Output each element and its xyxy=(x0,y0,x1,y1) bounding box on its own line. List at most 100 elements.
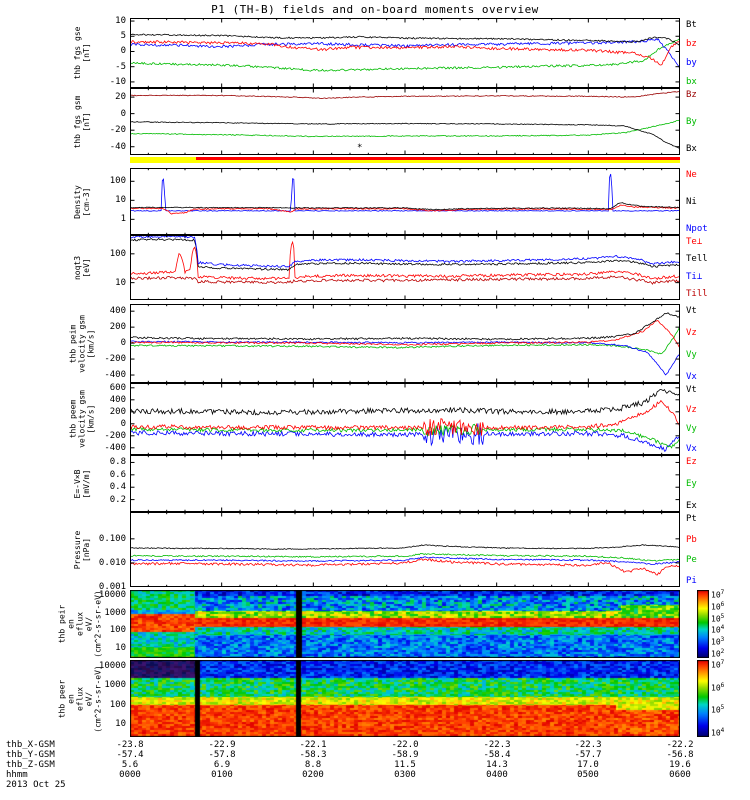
density-series-Ne xyxy=(130,204,680,215)
fgs-gsm-series-By xyxy=(130,119,680,138)
efield-legend-0: Ez xyxy=(686,457,697,467)
peir-spectrogram-colorbar-label-3: 104 xyxy=(711,624,725,635)
pressure-legend-3: Pi xyxy=(686,576,697,586)
y-tick-label: 10 xyxy=(115,719,126,729)
temperature-series-Te-perp xyxy=(130,240,680,281)
peem-velocity-ylabel: thb peem velocity gsm [km/s] xyxy=(68,390,96,448)
y-tick-label: -400 xyxy=(104,370,126,380)
pressure-series-Pt xyxy=(130,544,680,550)
peim-velocity-frame xyxy=(130,304,680,383)
y-tick-label: 5 xyxy=(120,31,126,41)
fgs-gse-legend-0: Bt xyxy=(686,20,697,30)
peer-spectrogram-ylabel: thb peer en eflux eV/ (cm^2-s-sr-eV) xyxy=(57,664,103,733)
mode-bar-segment xyxy=(130,160,680,163)
peir-spectrogram-colorbar-label-1: 106 xyxy=(711,601,725,612)
fgs-gsm-legend-0: Bz xyxy=(686,90,697,100)
xaxis-tick-label: 0300 xyxy=(394,770,416,780)
peir-spectrogram-ylabel: thb peir en eflux eV/ (cm^2-s-sr-eV) xyxy=(57,590,103,658)
marker-asterisk: * xyxy=(357,143,363,153)
xaxis-value: 19.6 xyxy=(669,760,691,770)
pressure-panel xyxy=(130,512,680,587)
xaxis-value: -58.4 xyxy=(483,750,511,760)
fgs-gse-panel xyxy=(130,18,680,88)
fgs-gsm-legend-2: Bx xyxy=(686,144,697,154)
xaxis-value: 5.6 xyxy=(121,760,139,770)
peem-velocity-legend-3: Vx xyxy=(686,444,697,454)
temperature-plot xyxy=(130,235,680,300)
xaxis-value: -56.8 xyxy=(666,750,694,760)
peir-spectrogram-colorbar-label-2: 105 xyxy=(711,613,725,624)
y-tick-label: 0.4 xyxy=(109,482,126,492)
xaxis-hhmm-label: hhmm xyxy=(6,770,28,780)
xaxis-value: -22.3 xyxy=(483,740,511,750)
fgs-gse-legend-2: by xyxy=(686,58,697,68)
density-legend-1: Ni xyxy=(686,197,697,207)
y-tick-label: 0.6 xyxy=(109,470,126,480)
peer-spectrogram-colorbar-label-1: 106 xyxy=(711,682,725,693)
y-tick-label: 100 xyxy=(109,625,126,635)
peem-velocity-frame xyxy=(130,383,680,455)
peim-velocity-series-Vz xyxy=(130,320,680,349)
fgs-gsm-ylabel: thb fgs gsm [nT] xyxy=(73,95,91,148)
fgs-gsm-panel xyxy=(130,88,680,155)
y-tick-label: 100 xyxy=(109,249,126,259)
peem-velocity-series-Vz xyxy=(130,399,680,436)
xaxis-value: 8.8 xyxy=(304,760,322,770)
peim-velocity-legend-1: Vz xyxy=(686,328,697,338)
temperature-legend-0: Te⊥ xyxy=(686,237,703,247)
xaxis-date-label: 2013 Oct 25 xyxy=(6,780,66,790)
y-tick-label: 0.100 xyxy=(98,534,126,544)
xaxis-value: -22.0 xyxy=(391,740,419,750)
fgs-gsm-legend-1: By xyxy=(686,117,697,127)
peim-velocity-legend-0: Vt xyxy=(686,306,697,316)
peem-velocity-panel xyxy=(130,383,680,455)
y-tick-label: 1 xyxy=(120,214,126,224)
fgs-gse-series-bz xyxy=(130,40,680,66)
temperature-series-Till xyxy=(130,275,680,285)
density-panel xyxy=(130,168,680,235)
peem-velocity-series-Vx xyxy=(130,423,680,452)
xaxis-tick-label: 0100 xyxy=(211,770,233,780)
density-legend-0: Ne xyxy=(686,170,697,180)
pressure-series-Pe xyxy=(130,552,680,562)
y-tick-label: 600 xyxy=(109,383,126,393)
pressure-series-Pb xyxy=(130,558,680,576)
pressure-legend-1: Pb xyxy=(686,535,697,545)
y-tick-label: 1000 xyxy=(104,608,126,618)
density-frame xyxy=(130,168,680,235)
y-tick-label: 10 xyxy=(115,195,126,205)
density-legend-2: Npot xyxy=(686,224,708,234)
peim-velocity-plot xyxy=(130,304,680,383)
y-tick-label: 20 xyxy=(115,92,126,102)
peem-velocity-legend-2: Vy xyxy=(686,424,697,434)
density-ylabel: Density [cm-3] xyxy=(73,184,91,219)
fgs-gse-ylabel: thb fgs gse [nT] xyxy=(73,26,91,80)
y-tick-label: 100 xyxy=(109,700,126,710)
temperature-series-Ti-perp xyxy=(130,235,680,268)
fgs-gse-legend-1: bz xyxy=(686,39,697,49)
peer-spectrogram-colorbar-label-2: 105 xyxy=(711,704,725,715)
peim-velocity-panel xyxy=(130,304,680,383)
fgs-gse-plot xyxy=(130,18,680,88)
peem-velocity-legend-1: Vz xyxy=(686,405,697,415)
fgs-gsm-series-Bx xyxy=(130,121,680,149)
efield-plot xyxy=(130,455,680,512)
y-tick-label: -40 xyxy=(109,142,126,152)
y-tick-label: 200 xyxy=(109,322,126,332)
xaxis-value: -58.9 xyxy=(391,750,419,760)
fgs-gse-series-by xyxy=(130,38,680,70)
pressure-frame xyxy=(130,512,680,587)
temperature-series-Tell xyxy=(130,237,680,272)
xaxis-value: -57.4 xyxy=(116,750,144,760)
y-tick-label: 400 xyxy=(109,395,126,405)
y-tick-label: 0.001 xyxy=(98,582,126,592)
y-tick-label: -5 xyxy=(115,62,126,72)
y-tick-label: 10000 xyxy=(98,661,126,671)
y-tick-label: 0.8 xyxy=(109,457,126,467)
xaxis-tick-label: 0600 xyxy=(669,770,691,780)
xaxis-row-label: thb_Z-GSM xyxy=(6,760,55,770)
y-tick-label: 10 xyxy=(115,16,126,26)
xaxis-row-label: thb_Y-GSM xyxy=(6,750,55,760)
density-series-Ni xyxy=(130,202,680,211)
peem-velocity-series-Vy xyxy=(130,423,680,449)
